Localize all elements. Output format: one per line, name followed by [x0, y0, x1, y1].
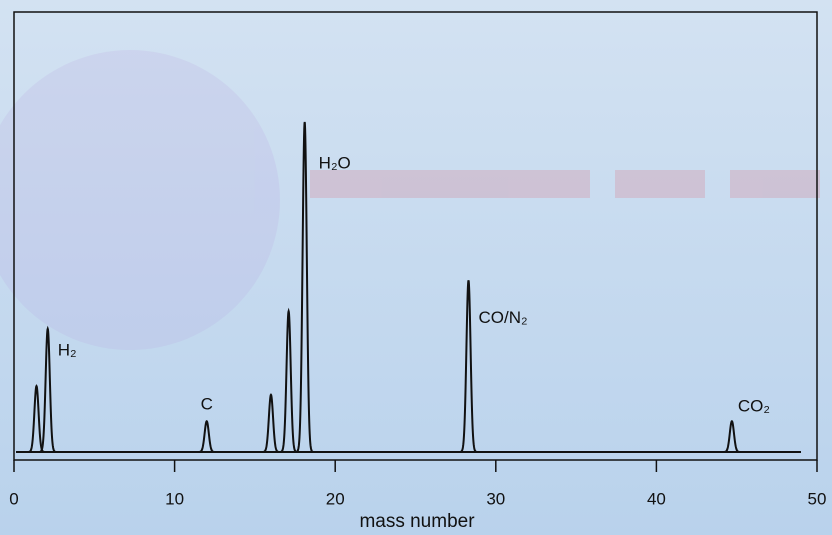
peak: [262, 393, 280, 453]
plot-frame: [13, 11, 818, 461]
peak-label: CO₂: [738, 397, 770, 416]
x-tick-label: 0: [9, 489, 18, 508]
x-tick-label: 40: [647, 489, 666, 508]
peak: [460, 280, 477, 453]
x-tick-label: 10: [165, 489, 184, 508]
x-tick-label: 30: [486, 489, 505, 508]
peak-label: C: [201, 395, 213, 414]
peak: [723, 419, 741, 453]
peak: [39, 325, 57, 453]
x-tick-label: 50: [808, 489, 827, 508]
peak: [296, 121, 314, 453]
watermark: [0, 50, 820, 350]
peak-label: CO/N₂: [478, 308, 527, 327]
x-tick-label: 20: [326, 489, 345, 508]
peak-label: H₂: [58, 340, 77, 359]
peak: [280, 307, 298, 453]
peak: [198, 419, 216, 453]
peak-label: H₂O: [319, 153, 351, 172]
x-axis-label: mass number: [359, 511, 475, 532]
